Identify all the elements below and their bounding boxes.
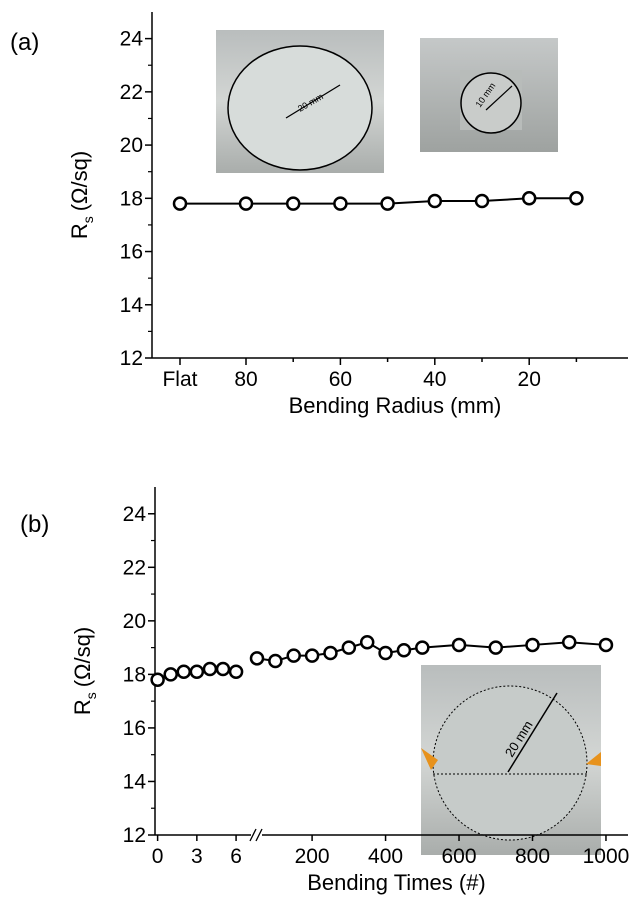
x-tick-label: 600 xyxy=(442,845,477,868)
y-tick-label: 18 xyxy=(120,187,143,210)
y-axis-label-main: R xyxy=(70,699,95,715)
x-tick-label: 200 xyxy=(295,845,330,868)
marker xyxy=(561,635,577,650)
marker xyxy=(359,635,375,650)
marker xyxy=(285,196,301,211)
marker xyxy=(569,191,584,206)
marker xyxy=(341,640,357,655)
marker xyxy=(189,664,205,679)
y-axis-label: Rs (Ω/sq) xyxy=(67,151,96,239)
inset-photo: 10 mm xyxy=(420,38,558,152)
y-tick-label: 24 xyxy=(120,28,144,51)
inset-photo: 20 mm xyxy=(216,30,384,173)
panel-label: (a) xyxy=(10,29,39,56)
y-axis-label: Rs (Ω/sq) xyxy=(70,627,99,715)
y-tick-label: 14 xyxy=(123,770,147,793)
y-tick-label: 16 xyxy=(120,241,143,264)
y-tick-label: 24 xyxy=(123,503,147,526)
y-axis-label-sub: s xyxy=(83,692,99,699)
marker xyxy=(323,645,338,661)
marker xyxy=(150,672,165,687)
y-tick-label: 22 xyxy=(123,556,146,579)
marker xyxy=(286,648,301,663)
marker xyxy=(268,653,283,669)
marker xyxy=(598,637,614,653)
marker xyxy=(525,637,540,653)
marker xyxy=(333,196,348,211)
panel-label: (b) xyxy=(20,511,49,538)
marker xyxy=(249,651,265,666)
marker xyxy=(228,664,244,679)
x-tick-label: 400 xyxy=(368,845,403,868)
marker xyxy=(488,640,504,655)
marker xyxy=(238,196,254,211)
x-tick-label: 3 xyxy=(191,845,203,868)
marker xyxy=(380,196,395,211)
x-tick-label: 0 xyxy=(152,845,164,868)
y-tick-label: 18 xyxy=(123,663,146,686)
y-axis-label-main: R xyxy=(67,223,92,239)
y-tick-label: 14 xyxy=(120,294,144,317)
marker xyxy=(215,661,231,677)
x-tick-label: 60 xyxy=(329,368,352,391)
marker xyxy=(396,643,412,658)
marker xyxy=(163,667,178,682)
y-tick-label: 22 xyxy=(120,81,143,104)
y-tick-label: 16 xyxy=(123,717,146,740)
y-tick-label: 12 xyxy=(123,824,146,847)
marker xyxy=(378,645,393,661)
y-axis-label-unit: (Ω/sq) xyxy=(70,627,95,687)
y-tick-label: 20 xyxy=(120,134,143,157)
y-axis-label-sub: s xyxy=(80,216,96,223)
x-axis-label: Bending Times (#) xyxy=(307,870,486,895)
y-axis-label-unit: (Ω/sq) xyxy=(67,151,92,211)
axis-break xyxy=(249,828,263,842)
marker xyxy=(176,664,192,679)
x-axis-label: Bending Radius (mm) xyxy=(289,393,502,418)
x-tick-label: 6 xyxy=(230,845,242,868)
x-tick-label: 20 xyxy=(518,368,541,391)
marker xyxy=(415,640,430,655)
x-tick-label: 800 xyxy=(515,845,550,868)
marker xyxy=(304,648,320,663)
x-tick-label: 40 xyxy=(423,368,446,391)
y-tick-label: 20 xyxy=(123,610,146,633)
marker xyxy=(427,193,443,209)
marker xyxy=(451,637,467,653)
marker xyxy=(202,661,218,677)
inset-photo: 20 mm xyxy=(421,665,601,855)
x-tick-label: 80 xyxy=(234,368,257,391)
x-tick-label: Flat xyxy=(162,368,197,391)
marker xyxy=(521,191,537,206)
y-tick-label: 12 xyxy=(120,347,143,370)
marker xyxy=(474,193,490,209)
x-tick-label: 1000 xyxy=(583,845,630,868)
marker xyxy=(172,196,188,211)
